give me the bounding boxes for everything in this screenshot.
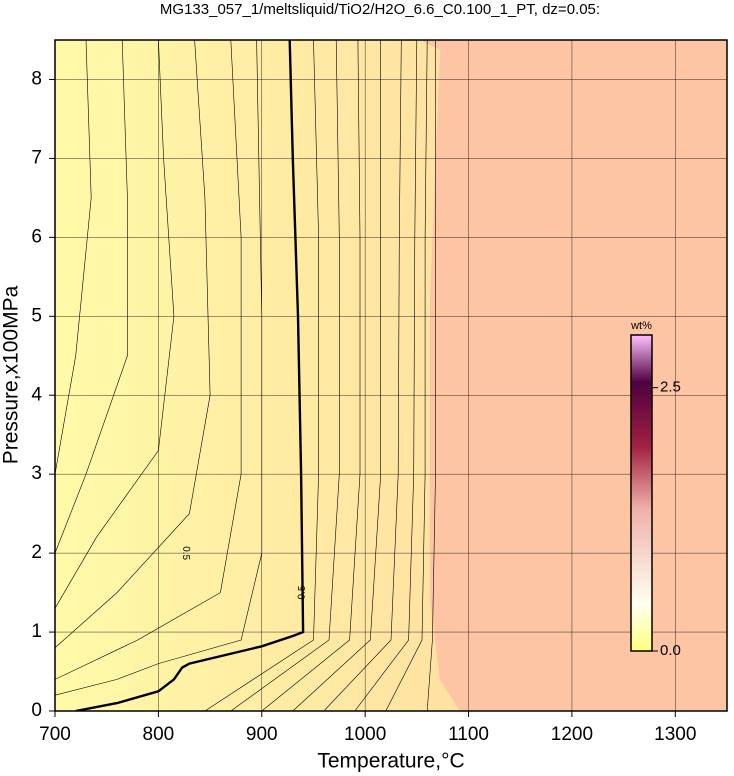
contour-line — [385, 40, 428, 711]
x-tick-label: 1000 — [344, 724, 386, 745]
x-tick-label: 800 — [143, 724, 175, 745]
contour-line — [354, 40, 418, 711]
contour-line — [230, 40, 340, 711]
x-tick-label: 700 — [39, 724, 71, 745]
colorbar-tick-label: 0.0 — [660, 642, 681, 659]
contour-line — [426, 40, 436, 711]
y-tick-label: 6 — [31, 226, 42, 247]
chart-title: MG133_057_1/meltsliquid/TiO2/H2O_6.6_C0.… — [160, 1, 600, 18]
plot-frame — [54, 39, 728, 712]
contour-line — [55, 40, 263, 696]
contour-line — [261, 40, 361, 711]
colorbar-label: wt% — [630, 320, 652, 332]
saturated-region — [420, 40, 727, 711]
colorbar-tick-label: 2.5 — [660, 379, 681, 396]
y-tick-label: 5 — [31, 305, 42, 326]
contour-line — [55, 40, 211, 649]
contour-line — [55, 40, 128, 554]
contour-line — [323, 40, 402, 711]
x-tick-label: 900 — [246, 724, 278, 745]
y-axis-label: Pressure,x100MPa — [0, 285, 23, 464]
contour-line — [55, 40, 92, 475]
contour-label: 0.5 — [296, 585, 307, 600]
colorbar — [630, 334, 653, 652]
x-tick-label: 1100 — [448, 724, 489, 745]
x-axis-label: Temperature,°C — [317, 750, 464, 773]
y-tick-label: 2 — [31, 542, 42, 563]
x-tick-label: 1200 — [551, 724, 593, 745]
contour-line — [292, 40, 381, 711]
contour-label: 0.5 — [180, 546, 191, 561]
y-tick-label: 3 — [31, 463, 42, 484]
contour-line — [55, 40, 242, 680]
y-tick-label: 8 — [31, 68, 42, 89]
y-tick-label: 7 — [31, 147, 42, 168]
y-tick-label: 4 — [31, 384, 42, 405]
contour-line — [55, 40, 175, 609]
y-tick-label: 0 — [31, 700, 42, 721]
x-tick-label: 1300 — [654, 724, 696, 745]
y-tick-label: 1 — [31, 621, 42, 642]
contour-line — [75, 40, 305, 711]
contour-line — [204, 40, 319, 711]
